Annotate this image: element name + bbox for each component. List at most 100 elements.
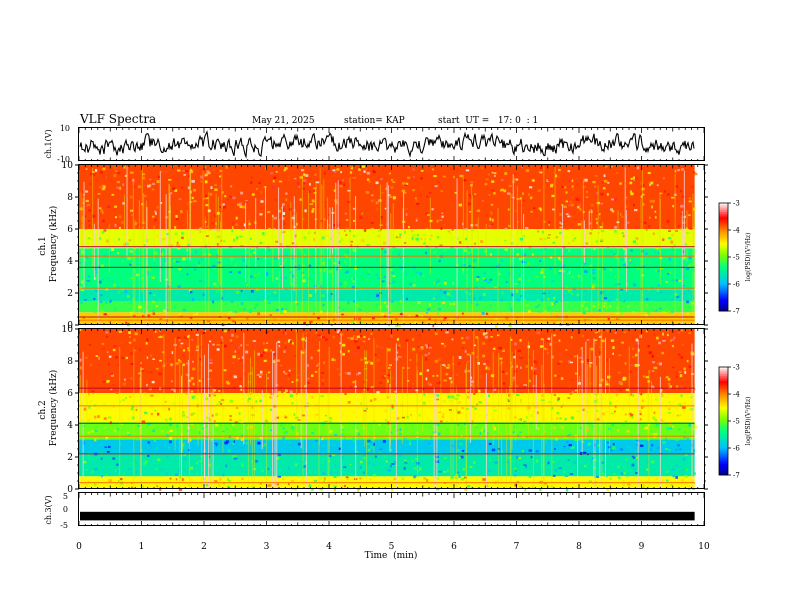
ch1-spec-speckle [440, 320, 443, 323]
ch2-spec-speckle [174, 454, 179, 456]
ch2-spec-speckle [259, 373, 263, 376]
ch1-spec-speckle [331, 229, 333, 232]
ch2-spec-speckle [486, 485, 489, 488]
ch2-spec-speckle [341, 378, 345, 380]
ch1-spec-speckle [205, 194, 208, 197]
ch1-spec-speckle [129, 322, 131, 325]
ch1-spec-speckle [309, 254, 311, 257]
ch1-spec-speckle [228, 320, 230, 323]
ch2-spec-speckle [585, 400, 589, 403]
ch2-spec-speckle [303, 465, 306, 468]
ch2-spec-colorbar-cell [719, 457, 728, 460]
ch2-spec-speckle [420, 444, 424, 447]
ch1-spec-sferic [510, 192, 512, 292]
ch2-spec-speckle [110, 388, 113, 391]
ch2-spec-speckle [457, 410, 461, 414]
ch2-spec-speckle [186, 345, 189, 349]
ch2-spec-speckle [264, 419, 268, 423]
ch2-spec-speckle [199, 358, 202, 361]
ch2-spec-speckle [423, 485, 425, 489]
ch2-spec-sferic [251, 366, 253, 489]
ch1-spec-speckle [351, 320, 355, 323]
ch1-spec-speckle [667, 311, 671, 315]
ch2-spec-speckle [141, 369, 145, 373]
ch2-spec-speckle [462, 402, 466, 405]
ch1-spec-speckle [492, 298, 496, 301]
ch2-spec-speckle [490, 335, 493, 338]
ch2-spec-speckle [416, 462, 420, 465]
ch1-spec-speckle [513, 278, 515, 282]
ch1-spec-colorbar-cell [719, 271, 728, 274]
ch2-spec-speckle [645, 480, 648, 483]
ch2-spec-speckle [306, 402, 309, 405]
ch1-spec-speckle [463, 249, 467, 252]
ch1-spec-speckle [682, 322, 685, 325]
ch1-spec-speckle [436, 180, 440, 184]
ch1-spec-speckle [129, 250, 133, 253]
ch1-spec-speckle [576, 206, 580, 209]
ch1-spec-speckle [200, 175, 203, 179]
ch2-spec-speckle [105, 331, 109, 334]
ch2-spec-speckle [189, 438, 192, 442]
ch2-spec-speckle [596, 409, 599, 412]
ch1-spec-sferic [485, 223, 487, 257]
ch2-spec-sferic [466, 363, 468, 489]
ch1-spec-speckle [196, 228, 199, 231]
ch1-spec-sferic [169, 192, 171, 291]
ch2-spec-speckle [605, 380, 608, 384]
ch1-spec-speckle [444, 281, 447, 285]
ch1-spec-speckle [353, 300, 356, 303]
ch1-spec-sferic [315, 189, 317, 293]
ch2-spec-speckle [227, 485, 230, 489]
ch2-spec-speckle [552, 474, 556, 477]
ch2-spec-speckle [117, 364, 120, 367]
ch2-spec-speckle [493, 409, 497, 412]
ch2-spec-speckle [514, 483, 518, 487]
ch2-spec-speckle [497, 334, 500, 337]
ch1-spec-speckle [189, 190, 192, 194]
ch1-spec-speckle [308, 230, 311, 234]
ch2-spec-speckle [172, 401, 175, 405]
ch1-spec-sferic [132, 177, 134, 325]
ch1-spec-speckle [600, 202, 603, 205]
time-axis-labels: 0 1 2 3 4 5 6 7 8 9 10 [76, 542, 710, 552]
ch2-spec-speckle [591, 411, 594, 414]
ch1-spec-speckle [469, 196, 473, 199]
ch1-spec-speckle [219, 285, 222, 289]
ch1-spec-speckle [505, 281, 508, 283]
ch2-spec-speckle [589, 459, 593, 463]
ch1-spec-speckle [610, 198, 615, 201]
ch1-spec-speckle [495, 318, 499, 321]
ch1-spec-speckle [627, 221, 630, 224]
ch1-spec-speckle [609, 268, 612, 271]
ch1-spec-speckle [553, 296, 556, 300]
ch1-spec-speckle [234, 223, 239, 227]
ch1-spec-speckle [691, 268, 695, 272]
ch1-spec-speckle [202, 165, 207, 169]
ch1-spec-speckle [376, 207, 379, 211]
ch2-spec-speckle [642, 484, 645, 487]
ch1-spec-speckle [336, 268, 339, 271]
ch2-spec-speckle [588, 480, 592, 484]
ch2-spec-speckle [581, 334, 585, 337]
ch2-spec-speckle [569, 342, 573, 345]
ch1-spec-speckle [598, 212, 601, 216]
ch1-spec-sferic [315, 181, 317, 325]
ch2-spec-speckle [488, 469, 491, 472]
ch2-spec-speckle [647, 401, 650, 404]
ch2-spec-speckle [249, 425, 254, 429]
ch1-spec-speckle [313, 238, 316, 242]
ch2-spec-sferic [328, 346, 330, 489]
ch1-spec-colorbar-cell [719, 213, 728, 216]
ch2-spec-speckle [110, 374, 114, 377]
ch2-spec-speckle [511, 365, 514, 368]
ch1-spec-speckle [594, 185, 597, 188]
ch1-spec-speckle [538, 207, 542, 210]
ch1-spec-speckle [106, 278, 109, 282]
ch1-spec-colorbar-cell [719, 249, 728, 252]
ch1-spec-speckle [204, 216, 208, 219]
ch1-spec-speckle [388, 298, 391, 301]
ch1-spec-speckle [694, 172, 698, 176]
ch1-spec-speckle [419, 272, 422, 276]
ch2-spec-speckle [675, 385, 679, 389]
